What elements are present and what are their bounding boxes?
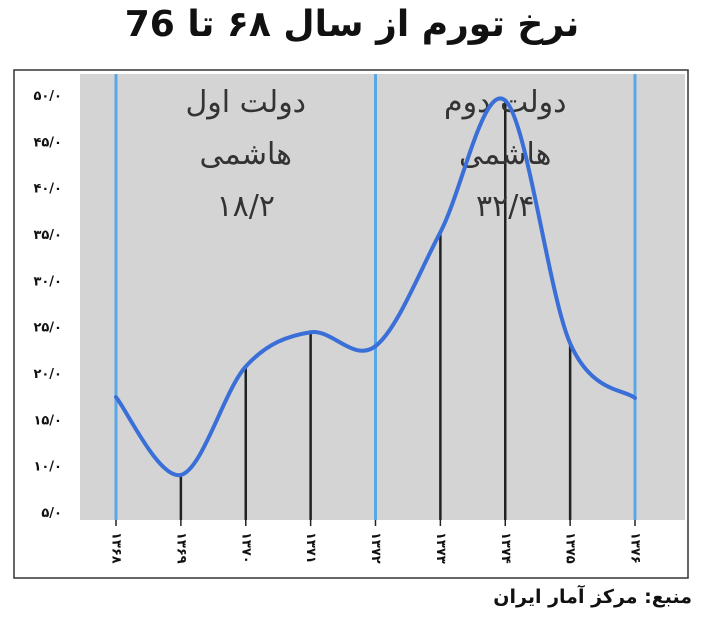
x-tick-label: ۱۳۷۳ (433, 532, 448, 564)
y-tick-label: ۲۵/۰ (33, 321, 62, 336)
x-tick-label: ۱۳۷۵ (563, 532, 578, 564)
y-tick-label: ۱۵/۰ (33, 413, 62, 428)
y-tick-label: ۳۰/۰ (33, 274, 62, 289)
x-tick-label: ۱۳۷۴ (498, 532, 513, 564)
annotation-2-line-3: ۳۲/۴ (476, 189, 534, 224)
y-tick-label: ۴۵/۰ (33, 135, 62, 150)
annotation-1-line-3: ۱۸/۲ (217, 189, 275, 224)
x-tick-label: ۱۳۶۸ (109, 532, 124, 564)
x-tick-label: ۱۳۶۹ (173, 532, 188, 564)
y-tick-label: ۳۵/۰ (33, 228, 62, 243)
source-note: منبع: مرکز آمار ایران (493, 586, 692, 608)
plot-area (80, 74, 685, 520)
x-tick-label: ۱۳۷۶ (628, 532, 643, 564)
x-tick-label: ۱۳۷۲ (368, 532, 383, 564)
x-tick-label: ۱۳۷۱ (303, 532, 318, 564)
inflation-curve (114, 96, 637, 477)
y-tick-label: ۲۰/۰ (33, 367, 62, 382)
y-tick-label: ۵/۰ (41, 506, 62, 521)
annotation-1-line-2: هاشمی (200, 137, 292, 172)
y-tick-label: ۴۰/۰ (33, 182, 62, 197)
x-tick-label: ۱۳۷۰ (238, 532, 253, 564)
y-tick-label: ۵۰/۰ (33, 89, 62, 104)
chart-title: نرخ تورم از سال ۶۸ تا 76 (124, 4, 580, 45)
annotation-1-line-1: دولت اول (185, 85, 306, 120)
y-tick-label: ۱۰/۰ (33, 460, 62, 475)
